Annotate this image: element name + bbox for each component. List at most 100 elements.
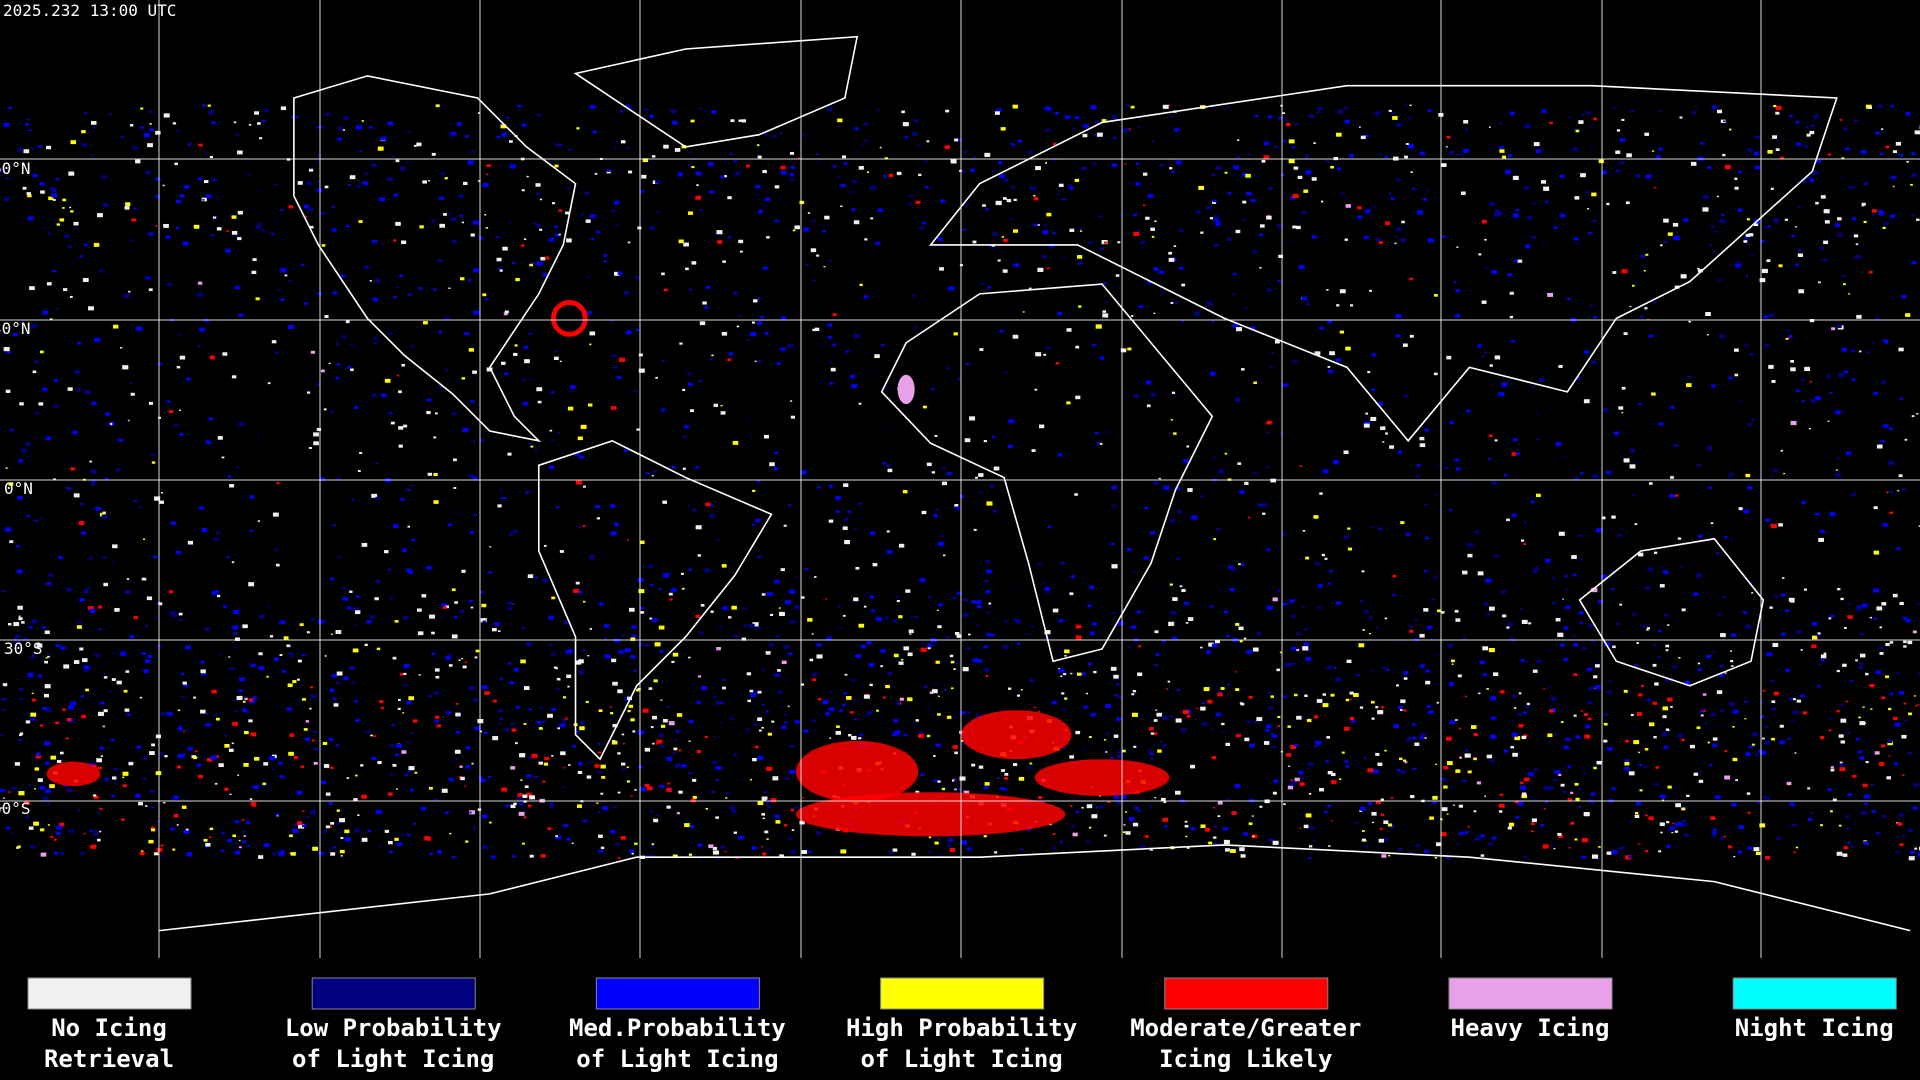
icing-pixel bbox=[1478, 692, 1481, 695]
icing-pixel bbox=[1785, 609, 1789, 613]
icing-pixel bbox=[858, 737, 862, 740]
icing-pixel bbox=[993, 466, 1000, 471]
icing-pixel bbox=[1702, 207, 1709, 212]
icing-pixel bbox=[272, 512, 279, 517]
icing-pixel bbox=[259, 614, 265, 619]
icing-pixel bbox=[63, 783, 69, 788]
icing-pixel bbox=[1486, 613, 1490, 615]
icing-pixel bbox=[1283, 602, 1287, 606]
icing-pixel bbox=[310, 694, 317, 699]
icing-pixel bbox=[456, 702, 459, 705]
icing-pixel bbox=[439, 390, 442, 392]
icing-pixel bbox=[1289, 781, 1296, 786]
icing-pixel bbox=[1613, 106, 1616, 109]
icing-pixel bbox=[417, 631, 424, 636]
icing-pixel bbox=[1711, 105, 1717, 110]
icing-pixel bbox=[238, 313, 244, 317]
icing-pixel bbox=[136, 745, 142, 749]
icing-pixel bbox=[587, 654, 590, 657]
icing-pixel bbox=[1618, 406, 1624, 410]
icing-pixel bbox=[411, 484, 415, 487]
icing-pixel bbox=[410, 344, 415, 348]
icing-pixel bbox=[680, 572, 684, 575]
icing-pixel bbox=[699, 108, 702, 110]
icing-pixel bbox=[439, 223, 445, 228]
icing-pixel bbox=[1625, 201, 1630, 205]
icing-pixel bbox=[1625, 739, 1629, 743]
icing-pixel bbox=[1684, 680, 1691, 685]
icing-pixel bbox=[1746, 792, 1751, 795]
icing-pixel bbox=[258, 666, 265, 671]
icing-pixel bbox=[88, 606, 94, 611]
icing-pixel bbox=[1573, 643, 1579, 647]
icing-pixel bbox=[244, 697, 248, 701]
icing-pixel bbox=[1629, 448, 1636, 453]
icing-pixel bbox=[108, 690, 111, 692]
icing-pixel bbox=[853, 597, 859, 602]
icing-pixel bbox=[439, 196, 444, 200]
icing-pixel bbox=[1908, 712, 1912, 716]
icing-pixel bbox=[863, 605, 867, 608]
icing-pixel bbox=[548, 465, 554, 470]
icing-pixel bbox=[937, 625, 942, 629]
icing-pixel bbox=[626, 539, 630, 541]
icing-pixel bbox=[470, 400, 475, 403]
icing-pixel bbox=[1737, 850, 1742, 854]
icing-pixel bbox=[1616, 129, 1621, 132]
icing-pixel bbox=[1302, 646, 1309, 651]
icing-pixel bbox=[1797, 249, 1801, 252]
icing-pixel bbox=[150, 828, 156, 832]
icing-pixel bbox=[371, 756, 377, 761]
icing-pixel bbox=[1289, 599, 1295, 603]
icing-pixel bbox=[1304, 694, 1308, 697]
icing-pixel bbox=[1227, 683, 1231, 686]
icing-pixel bbox=[459, 214, 463, 217]
icing-pixel bbox=[1767, 225, 1771, 228]
icing-pixel bbox=[568, 148, 572, 151]
icing-pixel bbox=[752, 489, 756, 493]
icing-pixel bbox=[576, 127, 580, 130]
icing-pixel bbox=[308, 446, 312, 450]
icing-pixel bbox=[1705, 722, 1708, 724]
icing-pixel bbox=[186, 852, 192, 856]
icing-pixel bbox=[855, 149, 858, 152]
icing-pixel bbox=[805, 264, 808, 266]
icing-pixel bbox=[603, 260, 607, 263]
icing-pixel bbox=[937, 237, 943, 241]
icing-pixel bbox=[1168, 257, 1175, 262]
icing-pixel bbox=[1527, 772, 1534, 777]
icing-pixel bbox=[1370, 700, 1375, 704]
icing-pixel bbox=[1454, 458, 1459, 462]
icing-pixel bbox=[714, 233, 718, 236]
icing-pixel bbox=[80, 851, 86, 856]
icing-pixel bbox=[138, 801, 143, 806]
icing-pixel bbox=[761, 796, 768, 801]
icing-pixel bbox=[408, 293, 412, 296]
icing-pixel bbox=[1211, 756, 1217, 760]
legend-label: No Icing bbox=[51, 1014, 167, 1042]
icing-pixel bbox=[653, 818, 659, 823]
icing-pixel bbox=[1281, 138, 1287, 143]
icing-pixel bbox=[1881, 380, 1887, 384]
icing-pixel bbox=[1651, 392, 1656, 396]
icing-pixel bbox=[1525, 660, 1529, 663]
icing-pixel bbox=[672, 652, 679, 657]
icing-pixel bbox=[15, 634, 21, 638]
icing-pixel bbox=[1642, 624, 1647, 628]
icing-pixel bbox=[1749, 582, 1753, 585]
icing-pixel bbox=[832, 343, 836, 347]
icing-pixel bbox=[847, 733, 852, 737]
icing-pixel bbox=[337, 822, 341, 826]
icing-pixel bbox=[919, 578, 926, 583]
icing-pixel bbox=[1861, 205, 1864, 207]
icing-pixel bbox=[1779, 740, 1785, 745]
icing-pixel bbox=[1552, 576, 1555, 579]
icing-pixel bbox=[1512, 752, 1518, 757]
icing-pixel bbox=[750, 332, 757, 337]
icing-pixel bbox=[122, 776, 125, 779]
icing-pixel bbox=[158, 751, 164, 756]
icing-pixel bbox=[96, 838, 101, 842]
icing-pixel bbox=[231, 230, 238, 235]
icing-pixel bbox=[1344, 760, 1349, 763]
